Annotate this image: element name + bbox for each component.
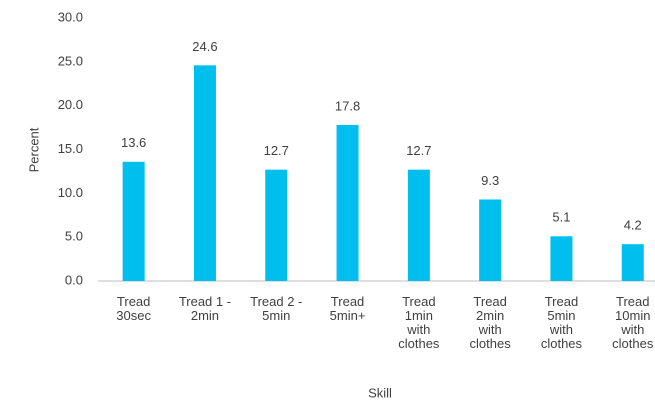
value-label: 4.2 [624,218,642,233]
bar [122,161,145,281]
bar [479,199,502,281]
bar [550,236,573,281]
y-tick-label: 20.0 [58,97,83,112]
y-tick-label: 15.0 [58,141,83,156]
y-tick-label: 0.0 [65,272,83,287]
bar [193,65,216,281]
value-label: 12.7 [406,143,431,158]
bar [265,169,288,281]
value-label: 24.6 [192,39,217,54]
x-axis-title: Skill [368,385,392,400]
bar [336,124,359,281]
x-tick-label: Tread 2min with clothes [470,294,512,351]
bar [407,169,430,281]
value-label: 5.1 [552,210,570,225]
y-tick-label: 25.0 [58,53,83,68]
value-label: 13.6 [121,135,146,150]
x-tick-label: Tread 1min with clothes [398,294,440,351]
y-tick-label: 10.0 [58,185,83,200]
x-tick-label: Tread 2 -5min [250,294,302,323]
value-label: 9.3 [481,173,499,188]
bar [621,244,644,281]
x-tick-label: Tread 30sec [116,294,151,323]
y-axis-title: Percent [26,127,41,172]
y-tick-label: 30.0 [58,9,83,24]
y-tick-label: 5.0 [65,229,83,244]
value-label: 17.8 [335,98,360,113]
x-tick-label: Tread 5min+ [330,294,366,323]
x-tick-label: Tread 1 -2min [179,294,231,323]
x-tick-label: Tread 5min with clothes [541,294,583,351]
x-tick-label: Tread 10min with clothes [612,294,654,351]
value-label: 12.7 [264,143,289,158]
